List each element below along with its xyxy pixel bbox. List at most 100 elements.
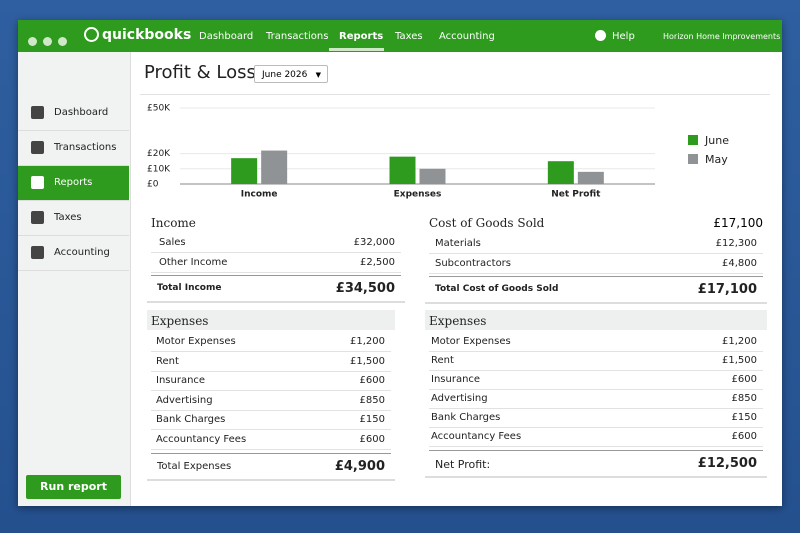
- nav-item[interactable]: Transactions: [266, 31, 329, 42]
- nav-item[interactable]: Taxes: [395, 31, 423, 42]
- chart: £0 £10K £20K £50K Income Expenses Net Profit Ju…: [147, 104, 729, 200]
- period-select[interactable]: June 2026 ▼: [254, 65, 328, 83]
- row-divider: [151, 429, 391, 430]
- total-line: [429, 276, 763, 277]
- row-divider: [151, 370, 391, 372]
- row-divider: [429, 253, 763, 254]
- bar: [261, 150, 288, 184]
- row-amount: £850: [731, 393, 757, 404]
- period: June 2026: [262, 70, 308, 80]
- nav-item[interactable]: Dashboard: [199, 31, 254, 42]
- row-amount: £1,200: [722, 336, 757, 347]
- row-amount: £4,800: [722, 257, 757, 269]
- logo: quickbooks: [102, 27, 192, 43]
- row-divider: [151, 272, 401, 273]
- row-divider: [429, 370, 763, 371]
- sidebar-item[interactable]: Transactions: [18, 131, 129, 166]
- report-title: Profit & Loss: [144, 62, 256, 83]
- total-line: [429, 450, 763, 451]
- row-divider: [429, 408, 763, 409]
- sidebar-item[interactable]: Taxes: [18, 201, 129, 236]
- section-bottom: [425, 302, 767, 304]
- row-divider: [151, 409, 391, 411]
- total-amount: £12,500: [697, 456, 757, 471]
- row-divider: [151, 448, 391, 450]
- total-amount: £4,900: [334, 459, 385, 474]
- section-amount: £17,100: [713, 216, 763, 230]
- total-label: Total Cost of Goods Sold: [435, 284, 559, 294]
- section-title: Cost of Goods Sold: [429, 216, 545, 230]
- section-bottom: [147, 301, 405, 303]
- section-band: [147, 310, 395, 330]
- row-label: Bank Charges: [431, 412, 501, 423]
- row-divider: [429, 351, 763, 352]
- row-label: Materials: [435, 238, 481, 249]
- top-bar: [18, 20, 782, 52]
- bar: [547, 161, 574, 184]
- run-report-button[interactable]: Run report: [26, 475, 121, 499]
- row-label: Subcontractors: [435, 257, 512, 269]
- bar: [231, 158, 258, 184]
- y-tick-label: £0: [147, 180, 159, 190]
- legend-swatch: [688, 135, 698, 145]
- label: Dashboard: [54, 107, 109, 118]
- sidebar-item[interactable]: Accounting: [18, 236, 129, 271]
- row-amount: £2,500: [360, 257, 395, 268]
- row-label: Motor Expenses: [431, 336, 511, 347]
- window: [18, 20, 782, 506]
- row-label: Rent: [156, 355, 179, 367]
- row-divider: [151, 390, 391, 391]
- row-amount: £32,000: [353, 237, 395, 248]
- icon: [31, 246, 44, 259]
- help[interactable]: Help: [612, 31, 635, 42]
- label: Reports: [54, 177, 93, 188]
- row-label: Motor Expenses: [156, 336, 236, 347]
- sidebar-item[interactable]: Dashboard: [18, 96, 129, 131]
- row-amount: £600: [359, 375, 385, 386]
- row-label: Sales: [159, 237, 186, 248]
- legend-swatch: [688, 154, 698, 164]
- row-label: Other Income: [159, 257, 228, 268]
- icon: [31, 141, 44, 154]
- help-icon: [595, 30, 606, 41]
- y-tick-label: £50K: [147, 104, 171, 114]
- bar: [419, 168, 446, 184]
- label: Taxes: [54, 212, 82, 223]
- bar: [577, 171, 604, 184]
- sidebar-item[interactable]: Reports: [18, 166, 129, 201]
- row-amount: £600: [731, 431, 757, 442]
- total-amount: £17,100: [697, 282, 757, 297]
- y-tick-label: £20K: [147, 149, 171, 159]
- total-line: [151, 275, 401, 276]
- row-amount: £600: [731, 374, 757, 385]
- row-divider: [429, 272, 763, 274]
- row-divider: [151, 252, 401, 253]
- row-divider: [429, 427, 763, 428]
- sidebar: [18, 52, 131, 506]
- total-amount: £34,500: [335, 281, 395, 296]
- label: Transactions: [54, 142, 117, 153]
- x-tick-label: Net Profit: [551, 190, 601, 200]
- row-amount: £1,500: [350, 355, 385, 367]
- divider: [140, 94, 770, 95]
- row-divider: [151, 351, 391, 352]
- nav-item[interactable]: Accounting: [439, 31, 495, 42]
- row-amount: £600: [359, 433, 385, 445]
- logo-icon: [84, 27, 99, 42]
- x-tick-label: Expenses: [394, 190, 442, 200]
- section-title: Expenses: [429, 314, 487, 328]
- row-amount: £1,200: [350, 336, 385, 347]
- window-dots: [28, 31, 67, 50]
- row-amount: £850: [359, 394, 385, 406]
- icon: [31, 211, 44, 224]
- row-amount: £150: [359, 414, 385, 425]
- icon: [31, 106, 44, 119]
- row-label: Advertising: [431, 393, 488, 404]
- nav-item[interactable]: Reports: [339, 31, 384, 42]
- section-bottom: [425, 476, 767, 478]
- label: Accounting: [54, 247, 110, 258]
- total-label: Total Income: [157, 283, 222, 293]
- row-label: Advertising: [156, 394, 213, 406]
- company-menu[interactable]: Horizon Home Improvements: [663, 32, 781, 41]
